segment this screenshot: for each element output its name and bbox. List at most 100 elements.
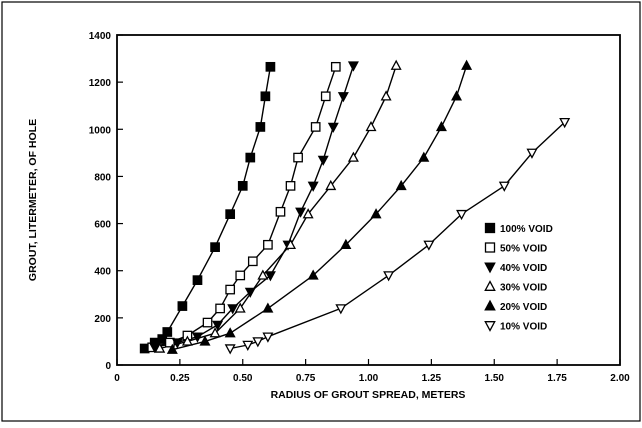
legend-label: 20% VOID (500, 302, 547, 313)
axis-ticks: 0 0.25 0.50 0.75 1.00 1.25 1.50 1.75 2.00 0 200 400… (89, 31, 630, 384)
legend-marker (484, 262, 496, 274)
data-point (307, 269, 319, 280)
data-point (383, 271, 395, 282)
data-point (390, 59, 402, 70)
data-point (262, 302, 274, 313)
data-point (257, 269, 269, 280)
y-tick-label: 1000 (89, 125, 112, 136)
data-point (215, 303, 225, 314)
legend-label: 40% VOID (500, 263, 547, 274)
data-point (275, 206, 286, 217)
y-tick-label: 400 (94, 267, 111, 278)
data-point (395, 179, 407, 191)
data-point (209, 327, 221, 338)
data-point (347, 61, 359, 72)
legend-marker (484, 280, 496, 291)
data-point (327, 122, 339, 133)
legend-label: 100% VOID (500, 224, 553, 235)
y-axis-label: GROUT, LITERMETER, OF HOLE (27, 119, 39, 281)
legend-marker (484, 242, 496, 253)
legend-label: 10% VOID (500, 322, 547, 333)
x-tick-label: 0.75 (296, 373, 316, 384)
data-point (317, 155, 329, 166)
x-tick-label: 1.50 (485, 373, 505, 384)
data-point (162, 327, 173, 337)
data-point (154, 342, 166, 353)
data-point (199, 335, 211, 346)
data-point (435, 120, 447, 132)
data-point (212, 320, 224, 331)
series-line-4 (172, 65, 468, 351)
data-point (263, 239, 273, 250)
data-point (307, 181, 319, 192)
x-axis-label: RADIUS OF GROUT SPREAD, METERS (271, 389, 466, 401)
data-point (365, 120, 377, 132)
data-point (293, 152, 303, 163)
data-point (325, 179, 337, 191)
data-point (295, 207, 307, 218)
data-point (255, 122, 266, 132)
data-point (247, 256, 258, 267)
x-tick-label: 0 (114, 373, 120, 384)
data-point (227, 304, 239, 315)
legend-label: 50% VOID (500, 244, 547, 255)
y-tick-label: 600 (94, 220, 111, 231)
series-markers (139, 59, 571, 355)
data-point (370, 208, 382, 219)
data-point (330, 61, 341, 72)
data-point (225, 284, 236, 295)
data-point (423, 240, 435, 251)
data-point (340, 238, 352, 250)
data-point (461, 59, 473, 70)
data-point (164, 337, 175, 348)
data-point (285, 238, 297, 250)
y-tick-label: 800 (94, 172, 111, 183)
data-point (210, 242, 220, 252)
x-tick-label: 0.25 (170, 373, 190, 384)
data-point (347, 151, 359, 162)
series-line-3 (159, 65, 397, 350)
y-tick-label: 200 (94, 314, 111, 325)
x-tick-label: 0.50 (233, 373, 253, 384)
legend-label: 30% VOID (500, 283, 547, 294)
data-point (225, 209, 236, 219)
data-point (245, 152, 256, 163)
plot-area (116, 34, 621, 366)
data-point (242, 340, 254, 351)
data-point (202, 317, 213, 328)
data-point (451, 90, 463, 101)
data-point (252, 337, 264, 348)
y-tick-label: 1200 (89, 78, 112, 89)
data-point (285, 181, 296, 191)
data-point (171, 338, 183, 349)
data-point (166, 343, 178, 354)
data-point (260, 91, 271, 102)
data-point (191, 332, 203, 343)
legend: 100% VOID 50% VOID 40% VOID 30% VOID 20% VOI… (484, 222, 553, 333)
x-tick-label: 1.75 (547, 373, 567, 384)
data-point (235, 270, 246, 281)
y-tick-label: 0 (105, 361, 111, 372)
data-point (335, 304, 347, 315)
data-point (224, 344, 236, 355)
data-point (264, 271, 276, 282)
data-point (192, 275, 203, 285)
x-tick-label: 2.00 (610, 373, 630, 384)
data-point (337, 92, 349, 103)
data-point (237, 181, 248, 191)
series-line-5 (230, 121, 566, 350)
data-point (498, 181, 510, 192)
data-point (224, 327, 236, 338)
data-point (418, 151, 430, 162)
data-point (559, 117, 571, 129)
data-point (456, 209, 468, 221)
data-point (265, 61, 276, 72)
x-tick-label: 1.25 (422, 373, 442, 384)
data-point (526, 148, 538, 159)
x-tick-label: 1.00 (359, 373, 379, 384)
legend-marker (484, 299, 496, 311)
y-tick-label: 1400 (89, 31, 112, 42)
